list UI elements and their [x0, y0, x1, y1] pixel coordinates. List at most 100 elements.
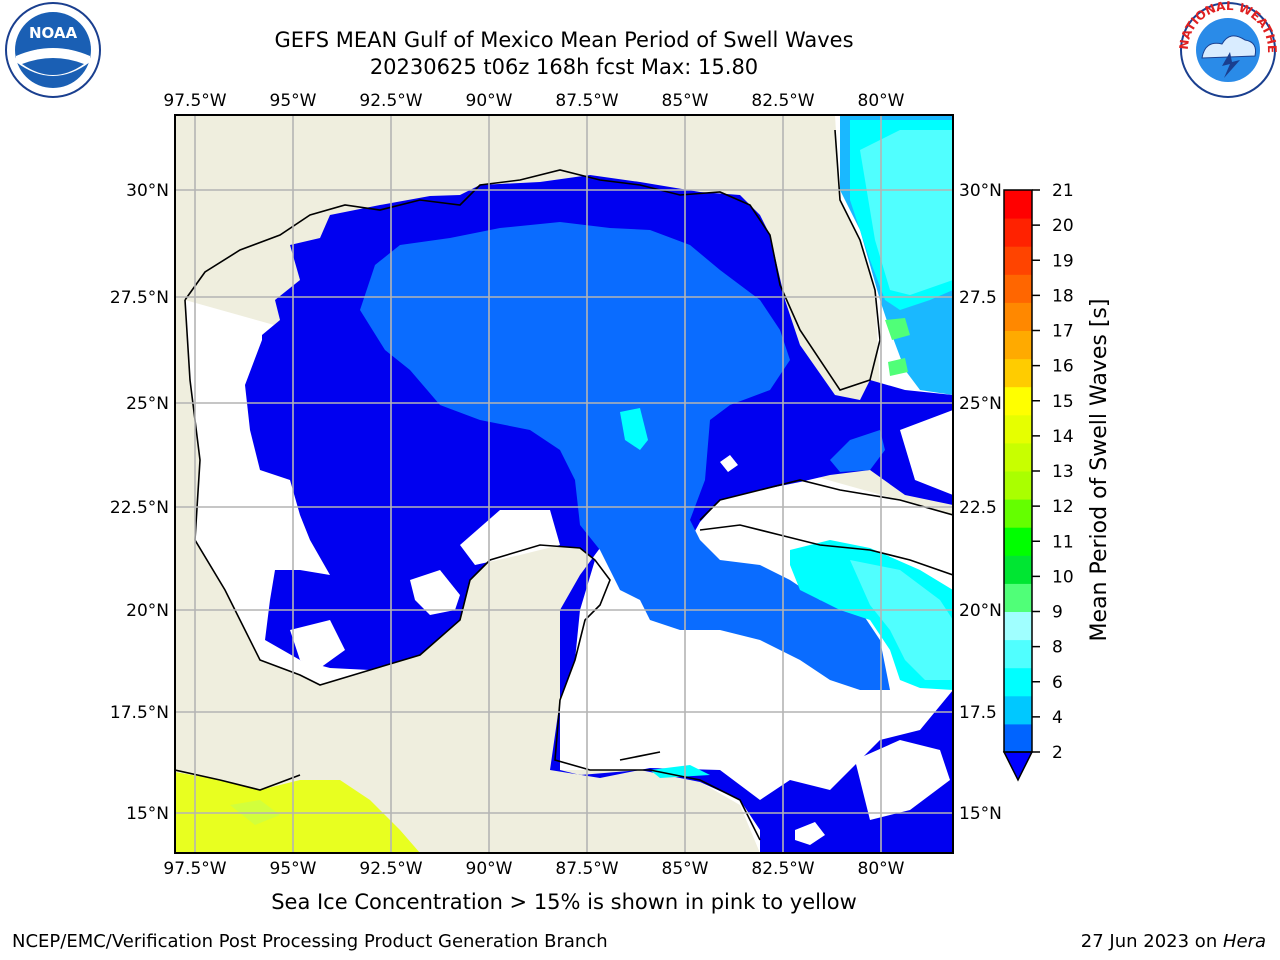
colorbar-segment	[1004, 358, 1032, 388]
no-data-patch-7	[720, 455, 738, 472]
colorbar-tick-label: 8	[1052, 638, 1063, 658]
colorbar-segment	[1004, 330, 1032, 360]
colorbar-tick-label: 6	[1052, 673, 1063, 693]
lat-tick: 17.5°N	[110, 703, 169, 723]
lon-tick: 87.5°W	[555, 859, 618, 879]
no-data-patch-3	[290, 620, 345, 668]
colorbar-segment	[1004, 499, 1032, 528]
lon-tick: 80°W	[858, 859, 905, 879]
lon-tick: 85°W	[662, 91, 709, 111]
lat-tick: 17.5	[959, 703, 997, 723]
map-area	[175, 115, 953, 853]
colorbar-tick-label: 19	[1052, 251, 1074, 271]
chart-subtitle: 20230625 t06z 168h fcst Max: 15.80	[369, 55, 759, 79]
lat-tick: 22.5	[959, 498, 997, 518]
colorbar-tick-label: 16	[1052, 357, 1074, 377]
lon-tick: 92.5°W	[359, 859, 422, 879]
footer-host: Hera	[1222, 931, 1266, 952]
colorbar-segment	[1004, 695, 1032, 725]
swell-fill-4-6-gulf-spot	[620, 408, 648, 450]
colorbar-segment	[1004, 583, 1032, 612]
lon-ticks-top: 97.5°W 95°W 92.5°W 90°W 87.5°W 85°W 82.5…	[163, 91, 904, 111]
colorbar-tick-label: 11	[1052, 532, 1074, 552]
colorbar-tick-label: 14	[1052, 427, 1074, 447]
nws-logo-text: NATIONAL WEATHER SERVICE	[0, 0, 1279, 53]
swell-fill-4-6-south	[650, 765, 710, 778]
lon-tick: 97.5°W	[163, 859, 226, 879]
nws-logo: NATIONAL WEATHER SERVICE	[0, 0, 1279, 98]
swell-fill-2-4-florida	[830, 430, 885, 472]
colorbar-segment	[1004, 471, 1032, 500]
caption: Sea Ice Concentration > 15% is shown in …	[271, 890, 857, 914]
coastlines	[175, 129, 953, 841]
lat-tick: 25°N	[126, 394, 169, 414]
lat-tick: 22.5°N	[110, 498, 169, 518]
lon-tick: 92.5°W	[359, 91, 422, 111]
colorbar-segment	[1004, 555, 1032, 584]
colorbar-tick-label: 15	[1052, 392, 1074, 412]
lat-tick: 30°N	[959, 181, 1002, 201]
colorbar-tick-label: 10	[1052, 567, 1074, 587]
lon-tick: 95°W	[270, 91, 317, 111]
colorbar	[1002, 189, 1034, 782]
noaa-logo: NOAA	[5, 2, 101, 98]
footer-credit: NCEP/EMC/Verification Post Processing Pr…	[12, 931, 608, 952]
swell-fill-8-9-atlantic	[860, 130, 953, 295]
colorbar-segment	[1004, 442, 1032, 472]
colorbar-tick-label: 18	[1052, 286, 1074, 306]
colorbar-tick-label: 13	[1052, 462, 1074, 482]
colorbar-tick-label: 17	[1052, 322, 1074, 342]
colorbar-segment	[1004, 246, 1032, 275]
lon-tick: 80°W	[858, 91, 905, 111]
footer-date-text: 27 Jun 2023 on	[1080, 931, 1223, 952]
no-data-patch-2	[460, 510, 560, 565]
lon-tick: 82.5°W	[751, 859, 814, 879]
map-frame	[174, 114, 954, 854]
lon-tick: 97.5°W	[163, 91, 226, 111]
colorbar-segment	[1004, 218, 1032, 247]
lat-tick: 27.5	[959, 288, 997, 308]
swell-fill-2-4	[360, 222, 890, 690]
lon-ticks-bottom: 97.5°W 95°W 92.5°W 90°W 87.5°W 85°W 82.5…	[163, 859, 904, 879]
colorbar-tick-label: 21	[1052, 181, 1074, 201]
colorbar-segment	[1004, 527, 1032, 556]
swell-fill-9-10-b	[888, 358, 908, 376]
chart-title: GEFS MEAN Gulf of Mexico Mean Period of …	[274, 28, 854, 52]
noaa-logo-text: NOAA	[29, 24, 78, 42]
colorbar-label: Mean Period of Swell Waves [s]	[1087, 299, 1112, 642]
swell-fill-6-8-caribbean	[850, 560, 953, 680]
no-data-patch-4	[900, 410, 953, 495]
no-data-patch-6	[795, 822, 825, 845]
colorbar-segment	[1004, 639, 1032, 669]
lon-tick: 85°W	[662, 859, 709, 879]
colorbar-ticks: 2 4 6 8 9 10 11 12 13 14 15 16 17 18 19 20 21	[1032, 181, 1074, 763]
colorbar-segment	[1004, 611, 1032, 641]
no-data-patch-5	[855, 740, 950, 820]
colorbar-tick-label: 9	[1052, 603, 1063, 623]
colorbar-segment	[1004, 414, 1032, 444]
lat-tick: 25°N	[959, 394, 1002, 414]
lat-tick: 15°N	[126, 804, 169, 824]
colorbar-segment	[1004, 190, 1032, 219]
colorbar-segment	[1004, 667, 1032, 697]
lat-tick: 27.5°N	[110, 288, 169, 308]
lon-tick: 90°W	[466, 91, 513, 111]
graticule	[175, 115, 953, 853]
colorbar-tick-label: 12	[1052, 497, 1074, 517]
lon-tick: 82.5°W	[751, 91, 814, 111]
colorbar-segment	[1004, 302, 1032, 331]
lat-ticks-right: 30°N 27.5 25°N 22.5 20°N 17.5 15°N	[959, 181, 1002, 824]
swell-fill-9-10	[885, 318, 910, 340]
colorbar-tick-label: 2	[1052, 743, 1063, 763]
lat-tick: 15°N	[959, 804, 1002, 824]
colorbar-segment	[1004, 723, 1032, 753]
colorbar-tick-label: 20	[1052, 216, 1074, 236]
lat-tick: 20°N	[126, 601, 169, 621]
lon-tick: 90°W	[466, 859, 513, 879]
colorbar-extend	[1002, 751, 1034, 782]
lon-tick: 87.5°W	[555, 91, 618, 111]
no-data-patch-1	[410, 570, 460, 615]
lat-tick: 30°N	[126, 181, 169, 201]
colorbar-segment	[1004, 386, 1032, 416]
